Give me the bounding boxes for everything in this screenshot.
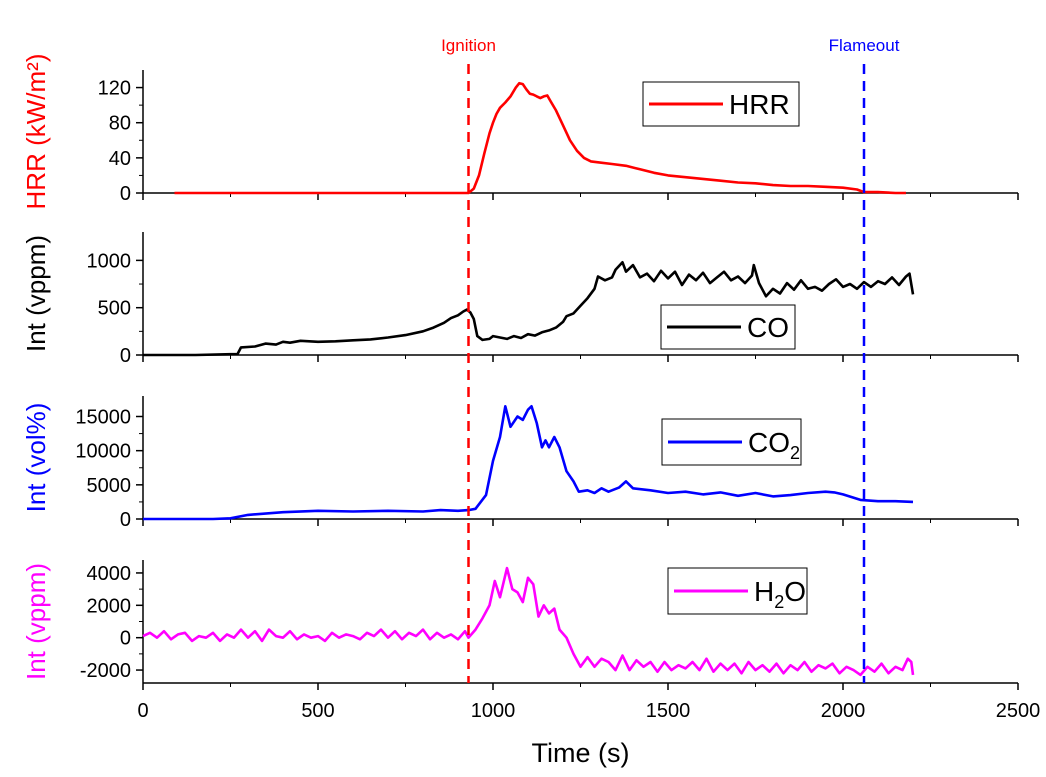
legend-h2o: H2O: [667, 567, 808, 615]
series-line-hrr: [174, 81, 906, 195]
y-tick-label: 1000: [87, 250, 132, 272]
y-axis-label: HRR (kW/m²): [21, 54, 51, 210]
x-tick-label: 2000: [821, 700, 866, 722]
y-axis-label: Int (vol%): [21, 403, 51, 513]
legend-label: HRR: [729, 89, 790, 120]
x-axis-label: Time (s): [532, 738, 630, 768]
x-tick-label: 1500: [646, 700, 691, 722]
y-tick-label: 500: [98, 298, 131, 320]
panel-co2: 0 5000 10000 15000 Int (vol%) CO2: [21, 396, 1019, 531]
y-tick-label: 80: [109, 113, 131, 135]
y-tick-label: 0: [120, 628, 131, 650]
y-tick-label: 0: [120, 183, 131, 205]
y-tick-label: 10000: [75, 441, 131, 463]
legend-label: H2O: [754, 576, 806, 612]
x-tick-label: 1000: [471, 700, 516, 722]
panel-co: 0 500 1000 Int (vppm) CO: [21, 232, 1019, 367]
y-tick-label: 2000: [87, 595, 132, 617]
y-axis-label: Int (vppm): [21, 563, 51, 680]
x-tick-label: 2500: [996, 700, 1041, 722]
x-tick-label: 0: [137, 700, 148, 722]
y-tick-label: 0: [120, 345, 131, 367]
series-line-h2o: [142, 566, 915, 677]
y-tick-label: 0: [120, 509, 131, 531]
marker-label-ignition: Ignition: [441, 36, 496, 55]
panel-hrr: 0 40 80 120 HRR (kW/m²) HRR: [21, 54, 1019, 210]
series-line-co: [143, 261, 915, 357]
legend-hrr: HRR: [642, 81, 800, 127]
y-tick-label: 120: [98, 78, 131, 100]
x-tick-label: 500: [301, 700, 334, 722]
y-tick-label: -2000: [80, 660, 131, 682]
y-tick-label: 4000: [87, 563, 132, 585]
series-line-co2: [143, 405, 914, 521]
y-tick-label: 5000: [87, 475, 132, 497]
marker-label-flameout: Flameout: [829, 36, 900, 55]
legend-co2: CO2: [661, 418, 802, 466]
panel-h2o: -2000 0 2000 4000 Int (vppm) H2O: [21, 560, 1019, 690]
y-axis-label: Int (vppm): [21, 235, 51, 352]
y-tick-label: 40: [109, 148, 131, 170]
legend-co: CO: [660, 304, 796, 350]
legend-label: CO: [747, 312, 789, 343]
y-tick-label: 15000: [75, 407, 131, 429]
